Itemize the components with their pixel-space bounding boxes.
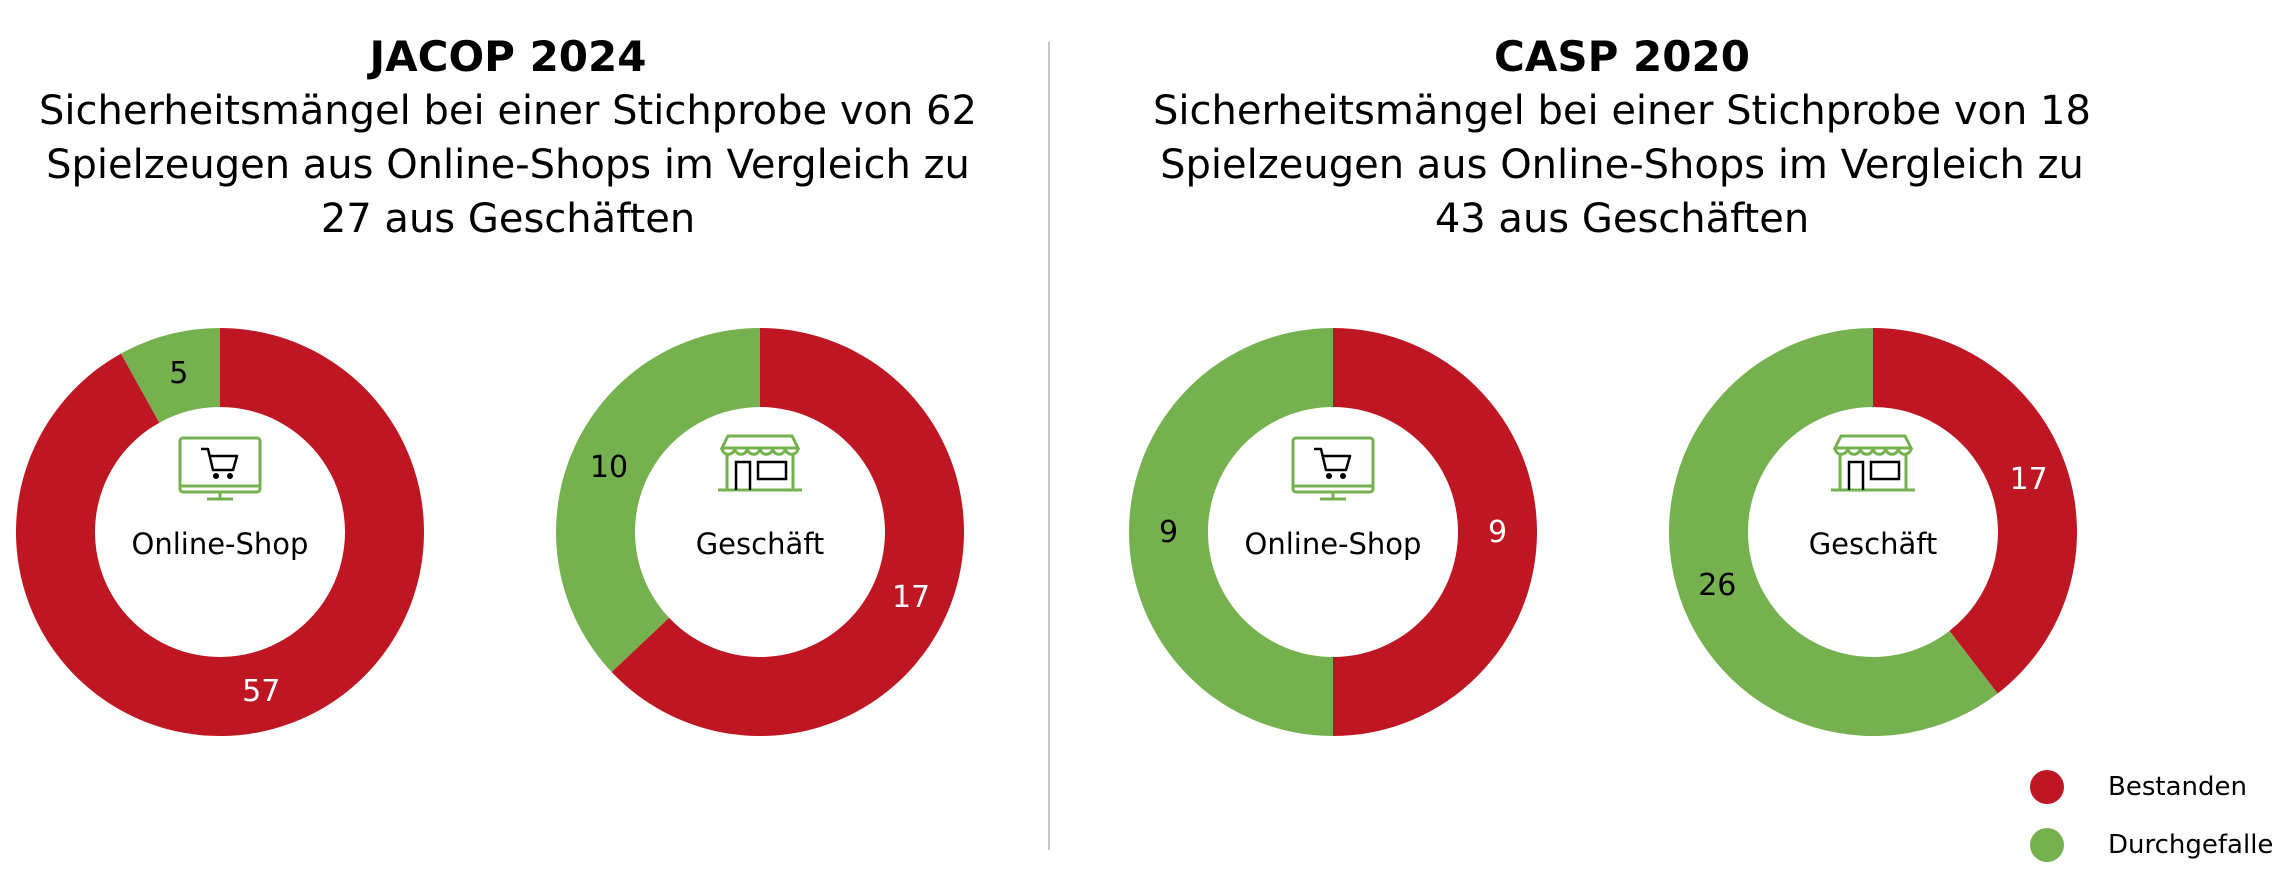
shopping-cart-monitor-icon — [1291, 436, 1375, 501]
value-label-durchgefallen: 10 — [590, 450, 628, 485]
slice-durchgefallen — [1129, 328, 1333, 736]
cart-wheel — [1340, 473, 1346, 479]
slice-durchgefallen — [556, 328, 760, 672]
panel-title-jacop: JACOP 2024 Sicherheitsmängel bei einer S… — [8, 30, 1008, 246]
slice-durchgefallen — [120, 328, 220, 423]
cart-basket — [201, 447, 239, 472]
value-label-bestanden: 57 — [242, 674, 280, 709]
value-label-bestanden: 17 — [2010, 462, 2048, 497]
legend-swatch-passed — [2030, 770, 2064, 804]
legend-label: Durchgefallen — [2108, 830, 2274, 860]
center-label: Online-Shop — [1245, 527, 1422, 561]
monitor-frame — [1291, 436, 1375, 494]
center-label: Geschäft — [1809, 527, 1938, 561]
shop-storefront-icon — [718, 434, 802, 492]
slice-bestanden — [1333, 328, 1537, 736]
awning-scallop — [783, 447, 800, 456]
panel-heading: CASP 2020 — [1494, 32, 1750, 81]
slice-bestanden — [611, 328, 965, 736]
cart-wheel — [227, 473, 233, 479]
value-label-bestanden: 9 — [1488, 515, 1507, 550]
panel-subtitle-line: Sicherheitsmängel bei einer Stichprobe v… — [39, 88, 977, 134]
donut-chart: 9 9 Online-Shop — [1129, 328, 1537, 736]
shopping-cart-monitor-icon — [178, 436, 262, 501]
donut-chart: 57 5 Online-Shop — [16, 328, 425, 736]
panel-subtitle-line: Spielzeugen aus Online-Shops im Vergleic… — [1160, 142, 2084, 188]
shop-storefront-icon — [1831, 434, 1915, 492]
slice-bestanden — [16, 328, 425, 736]
cart-basket — [1314, 447, 1352, 472]
center-label: Geschäft — [696, 527, 825, 561]
panel-title-casp: CASP 2020 Sicherheitsmängel bei einer St… — [1122, 30, 2122, 246]
value-label-durchgefallen: 5 — [169, 356, 188, 391]
awning-top — [1832, 434, 1914, 450]
value-label-bestanden: 17 — [892, 580, 930, 615]
value-label-durchgefallen: 9 — [1159, 515, 1178, 550]
panel-divider — [1048, 42, 1050, 850]
panel-subtitle-line: Sicherheitsmängel bei einer Stichprobe v… — [1153, 88, 2091, 134]
monitor-frame — [178, 436, 262, 494]
legend-item-failed: Durchgefallen — [2030, 816, 2274, 874]
panel-heading: JACOP 2024 — [369, 32, 647, 81]
awning-scallop — [1896, 447, 1913, 456]
slice-durchgefallen — [1668, 328, 1998, 736]
slice-bestanden — [1873, 328, 2077, 694]
cart-wheel — [1326, 473, 1332, 479]
donut-chart: 17 26 Geschäft — [1668, 328, 2077, 736]
legend-item-passed: Bestanden — [2030, 758, 2274, 816]
awning-top — [719, 434, 801, 450]
shop-window — [1869, 460, 1901, 481]
panel-subtitle-line: 27 aus Geschäften — [320, 196, 696, 242]
panel-subtitle-line: 43 aus Geschäften — [1434, 196, 1810, 242]
shop-door — [734, 460, 752, 490]
shop-window — [756, 460, 788, 481]
donut-chart: 17 10 Geschäft — [556, 328, 965, 736]
cart-wheel — [213, 473, 219, 479]
legend-swatch-failed — [2030, 828, 2064, 862]
shop-door — [1847, 460, 1865, 490]
legend-label: Bestanden — [2108, 772, 2247, 802]
value-label-durchgefallen: 26 — [1698, 568, 1736, 603]
center-label: Online-Shop — [132, 527, 309, 561]
legend: Bestanden Durchgefallen — [2030, 758, 2274, 874]
panel-subtitle-line: Spielzeugen aus Online-Shops im Vergleic… — [46, 142, 970, 188]
